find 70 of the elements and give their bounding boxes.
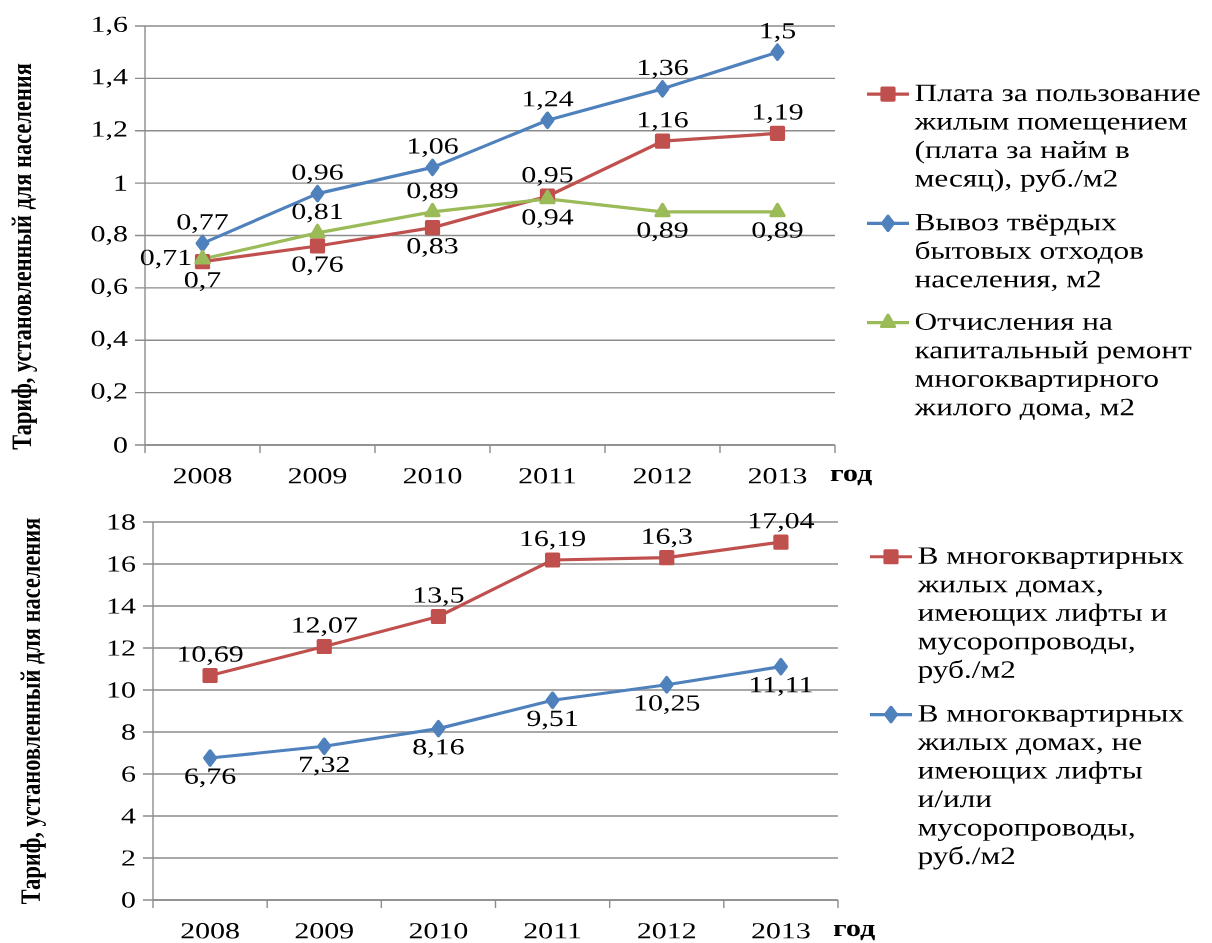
data-label: 16,19 xyxy=(521,530,585,550)
data-label: 0,96 xyxy=(292,164,343,184)
data-label: 16,3 xyxy=(643,528,692,548)
data-label: 0,83 xyxy=(407,238,458,257)
legend-label: В многоквартирных жилых домах, имеющих лифты и мусоропроводы, руб./м2 xyxy=(917,547,1184,684)
data-label: 0,81 xyxy=(292,203,342,223)
y-tick-label: 4 xyxy=(121,808,136,824)
y-tick-label: 12 xyxy=(108,640,135,656)
x-axis-title: год xyxy=(833,924,875,941)
x-tick-label: 2011 xyxy=(524,923,581,939)
x-tick-label: 2009 xyxy=(295,923,353,939)
data-label: 0,89 xyxy=(752,222,803,242)
legend-label: Вывоз твёрдых бытовых отходов населения, м2 xyxy=(915,213,1143,292)
y-tick-label: 0 xyxy=(114,437,127,453)
y-tick-label: 0,2 xyxy=(91,383,127,403)
data-label: 0,71 xyxy=(140,249,191,269)
data-label: 10,25 xyxy=(635,695,700,714)
x-tick-label: 2008 xyxy=(181,923,239,939)
x-tick-label: 2010 xyxy=(403,468,462,484)
data-label: 1,5 xyxy=(761,23,796,42)
x-tick-label: 2012 xyxy=(633,468,691,484)
y-tick-label: 2 xyxy=(122,850,135,866)
y-tick-label: 8 xyxy=(122,724,135,740)
x-tick-label: 2010 xyxy=(409,923,468,939)
data-label: 11,11 xyxy=(751,677,812,696)
y-tick-label: 1,6 xyxy=(93,16,128,36)
data-label: 7,32 xyxy=(300,756,349,776)
x-tick-label: 2012 xyxy=(638,923,695,939)
data-label: 9,51 xyxy=(527,710,577,730)
x-axis-title: год xyxy=(830,469,872,486)
x-tick-label: 2008 xyxy=(173,468,232,484)
y-tick-label: 0,8 xyxy=(91,226,127,245)
y-axis-title: Тариф, установленный для населения xyxy=(20,518,46,904)
y-tick-label: 1,4 xyxy=(93,69,128,88)
data-label: 8,16 xyxy=(413,739,464,758)
data-label: 1,06 xyxy=(408,138,458,158)
x-tick-label: 2011 xyxy=(519,468,576,484)
data-label: 1,36 xyxy=(638,59,688,79)
data-label: 0,95 xyxy=(522,167,573,186)
y-tick-label: 10 xyxy=(108,682,135,698)
x-tick-label: 2009 xyxy=(288,468,347,484)
data-label: 1,19 xyxy=(753,104,803,123)
y-axis-title: Тариф, установленный для населения xyxy=(11,63,37,450)
data-label: 0,76 xyxy=(292,256,343,276)
y-tick-label: 0,6 xyxy=(91,278,128,298)
data-label: 0,89 xyxy=(637,222,688,242)
data-label: 0,89 xyxy=(407,182,458,202)
y-tick-label: 14 xyxy=(108,598,136,614)
x-tick-label: 2013 xyxy=(752,923,810,939)
y-tick-label: 0 xyxy=(122,892,135,908)
data-label: 17,04 xyxy=(749,512,815,532)
data-label: 12,07 xyxy=(293,617,358,637)
data-label: 0,94 xyxy=(522,209,574,229)
data-label: 0,7 xyxy=(184,272,221,291)
legend-label: В многоквартирных жилых домах, не имеющих лифты и/или мусоропроводы, руб./м2 xyxy=(917,705,1184,870)
data-label: 1,16 xyxy=(638,112,688,131)
data-label: 10,69 xyxy=(179,646,243,666)
y-tick-label: 1 xyxy=(115,175,127,191)
y-tick-label: 16 xyxy=(108,556,136,572)
y-tick-label: 18 xyxy=(108,514,135,530)
legend-label: Плата за пользование жилым помещением (плата за найм в месяц), руб./м2 xyxy=(914,84,1200,192)
data-label: 0,77 xyxy=(177,214,228,233)
y-tick-label: 6 xyxy=(122,766,136,782)
data-label: 1,24 xyxy=(523,91,574,110)
data-label: 6,76 xyxy=(185,768,236,788)
data-label: 13,5 xyxy=(414,587,464,607)
y-tick-label: 0,4 xyxy=(91,330,128,350)
y-tick-label: 1,2 xyxy=(93,121,127,141)
legend-label: Отчисления на капитальный ремонт многоквартирного жилого дома, м2 xyxy=(914,313,1192,421)
x-tick-label: 2013 xyxy=(748,468,807,484)
